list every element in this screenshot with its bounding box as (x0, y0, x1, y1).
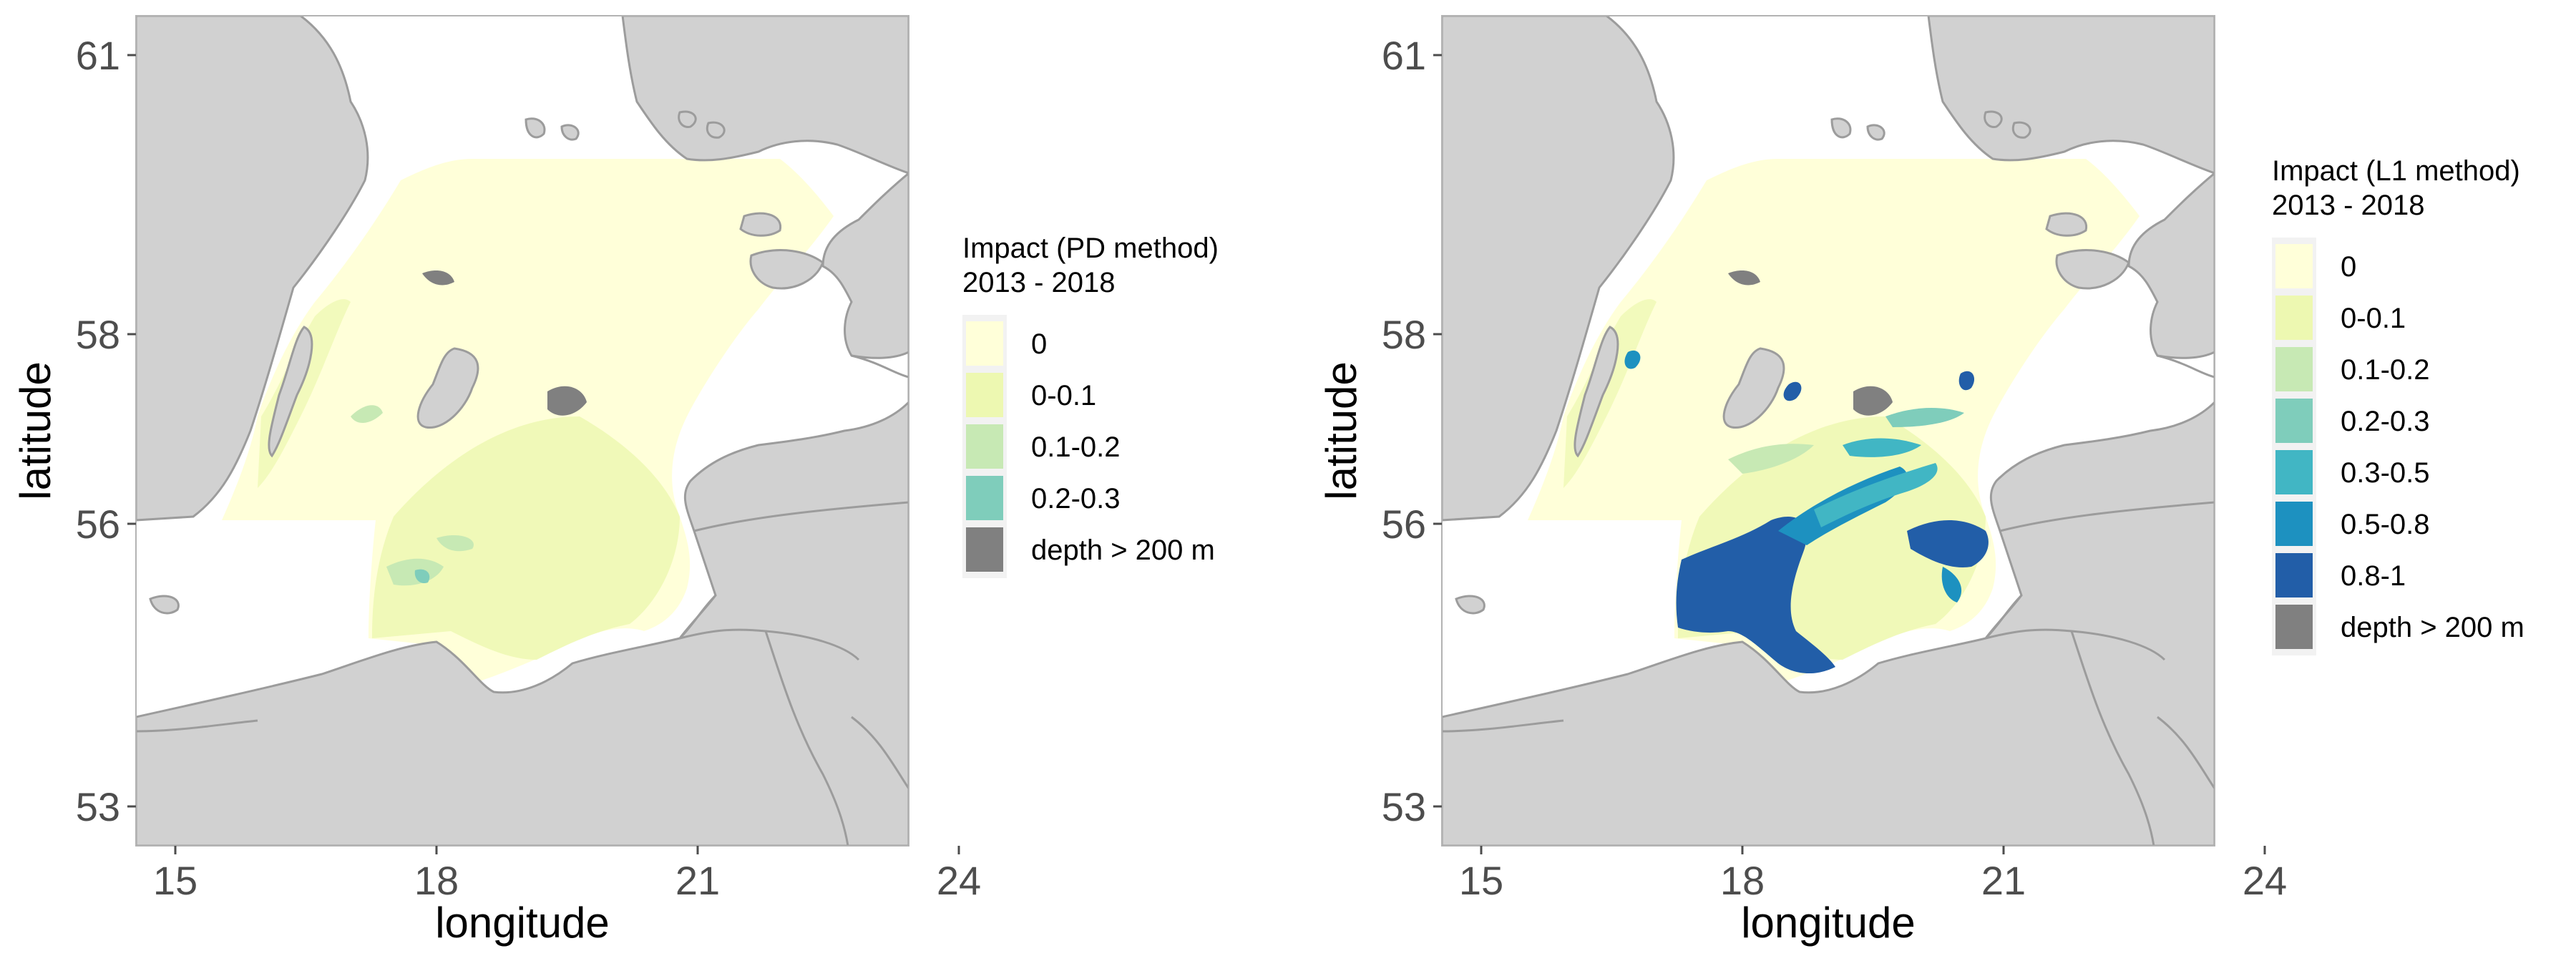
impact-zone-coast (258, 299, 351, 488)
legend-label: 0-0.1 (1031, 380, 1096, 411)
map-panel-l1-method: 15 18 21 24 61 58 56 53 longitude latitude Impact … (1317, 15, 2524, 947)
legend-label: 0 (2341, 251, 2356, 283)
legend-key (966, 321, 1003, 366)
impact-patch-7 (1958, 371, 1975, 391)
legend-title: Impact (PD method) (962, 233, 1219, 264)
impact-patch-8 (1843, 438, 1921, 457)
legend-key (966, 527, 1003, 572)
legend-label: 0.5-0.8 (2341, 509, 2430, 540)
impact-patch-4 (1941, 567, 1962, 602)
legend-label: 0.2-0.3 (1031, 483, 1121, 514)
x-tick-label: 15 (1459, 858, 1503, 903)
impact-patch-5 (1783, 381, 1802, 401)
impact-zone-coast (1563, 299, 1657, 488)
legend-title: Impact (L1 method) (2272, 155, 2520, 187)
legend-label: 0 (1031, 328, 1047, 360)
legend-label: depth > 200 m (1031, 535, 1215, 566)
legend-label: depth > 200 m (2341, 612, 2524, 643)
x-tick-label: 15 (153, 858, 197, 903)
y-axis-title: latitude (11, 361, 59, 499)
deep-water-zone (422, 270, 454, 286)
legend-subtitle: 2013 - 2018 (962, 267, 1116, 298)
map-panel-pd-method: 15 18 21 24 61 58 56 53 longitude latitude Impact … (11, 15, 1219, 947)
legend-key (2275, 399, 2313, 443)
x-tick-label: 18 (414, 858, 459, 903)
impact-patch-9 (1728, 444, 1814, 474)
y-tick-label: 61 (76, 33, 120, 78)
legend: Impact (PD method) 2013 - 2018 0 0-0.1 0.1-… (962, 233, 1219, 578)
x-tick-label: 24 (2243, 858, 2287, 903)
legend-key (2275, 553, 2313, 597)
panel-border (135, 15, 909, 847)
x-tick-label: 24 (937, 858, 981, 903)
x-tick-label: 21 (1981, 858, 2026, 903)
deep-water-zone (547, 386, 587, 416)
y-tick-label: 56 (1382, 502, 1426, 547)
legend-label: 0-0.1 (2341, 303, 2406, 334)
impact-patch-2 (1814, 463, 1938, 527)
legend: Impact (L1 method) 2013 - 2018 0 0-0.1 0.1-… (2272, 155, 2524, 655)
legend-label: 0.2-0.3 (2341, 406, 2430, 437)
impact-patch-1 (414, 569, 430, 584)
legend-subtitle: 2013 - 2018 (2272, 190, 2425, 221)
y-axis-title: latitude (1317, 361, 1365, 499)
legend-label: 0.3-0.5 (2341, 457, 2430, 489)
y-tick-label: 61 (1382, 33, 1426, 78)
x-tick-label: 18 (1720, 858, 1765, 903)
legend-label: 0.1-0.2 (2341, 354, 2430, 386)
impact-patch-0 (1676, 517, 1835, 674)
panel-border (1441, 15, 2215, 847)
legend-key (2275, 450, 2313, 494)
y-tick-label: 53 (1382, 784, 1426, 829)
deep-water-zone (1853, 386, 1893, 416)
x-tick-label: 21 (675, 858, 720, 903)
x-axis-title: longitude (435, 899, 610, 947)
impact-patch-3 (351, 405, 383, 424)
y-tick-label: 58 (1382, 312, 1426, 357)
legend-key (966, 476, 1003, 520)
x-axis-title: longitude (1741, 899, 1916, 947)
legend-label: 0.1-0.2 (1031, 431, 1121, 463)
legend-label: 0.8-1 (2341, 560, 2406, 592)
legend-key (966, 424, 1003, 469)
y-tick-label: 53 (76, 784, 120, 829)
legend-key (966, 373, 1003, 417)
legend-key (2275, 244, 2313, 288)
legend-key (2275, 296, 2313, 340)
legend-key (2275, 347, 2313, 391)
deep-water-zone (1728, 270, 1760, 286)
impact-patch-6 (1624, 350, 1641, 369)
y-tick-label: 58 (76, 312, 120, 357)
impact-zone-0 (222, 159, 834, 681)
impact-patch-10 (1885, 408, 1964, 427)
legend-key (2275, 605, 2313, 649)
y-tick-label: 56 (76, 502, 120, 547)
impact-patch-2 (436, 535, 474, 552)
impact-zone-0-0.1 (372, 416, 680, 660)
legend-key (2275, 502, 2313, 546)
impact-patch-3 (1907, 520, 1989, 567)
